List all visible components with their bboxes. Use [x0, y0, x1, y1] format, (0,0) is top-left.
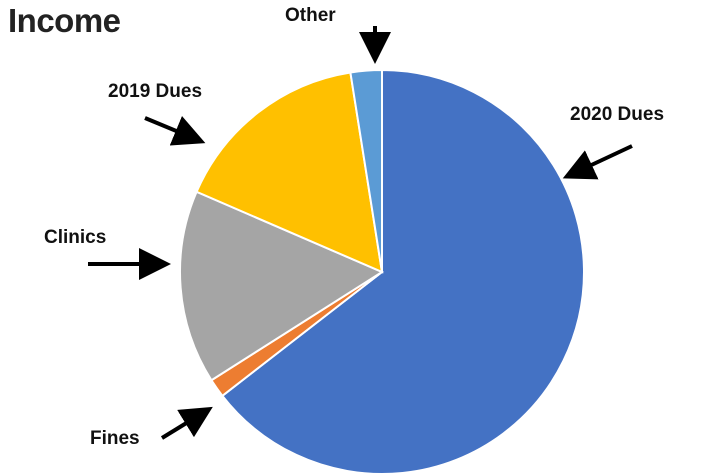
pie-slice-clinics	[179, 190, 385, 382]
pie-slice-2020-dues	[220, 68, 585, 475]
slice-label-fines: Fines	[90, 428, 140, 449]
slice-label-2020-dues: 2020 Dues	[570, 104, 665, 125]
pie-slice-other	[349, 68, 383, 273]
pie-slices	[179, 68, 585, 475]
slice-label-2019-dues: 2019 Dues	[108, 81, 203, 102]
pie-slice-2019-dues	[195, 71, 384, 274]
arrow-2020-dues	[562, 144, 633, 180]
chart-title: Income	[8, 2, 121, 39]
arrow-2019-dues	[144, 116, 206, 146]
label-arrows	[88, 26, 633, 440]
arrow-fines	[160, 406, 213, 440]
slice-label-clinics: Clinics	[44, 227, 107, 248]
slice-label-other: Other	[285, 5, 336, 26]
